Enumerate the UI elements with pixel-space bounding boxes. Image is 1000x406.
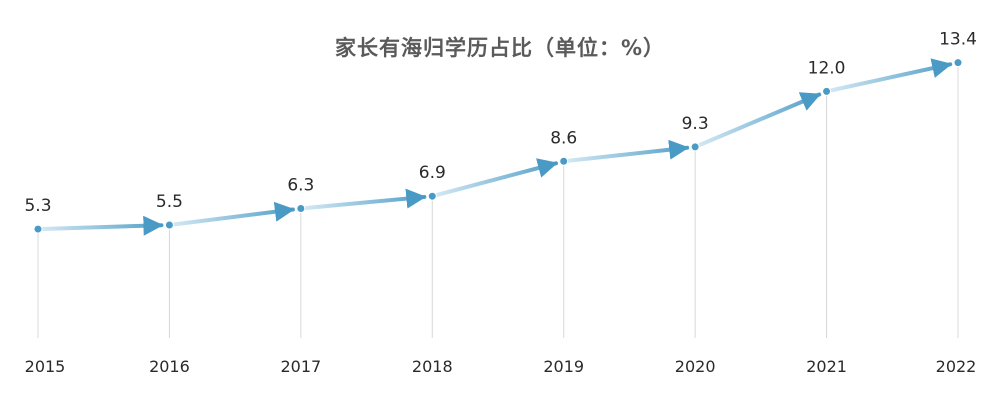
- value-label-2020: 9.3: [682, 114, 709, 134]
- value-label-2018: 6.9: [419, 163, 446, 183]
- value-label-2019: 8.6: [550, 128, 577, 148]
- value-label-2015: 5.3: [24, 196, 51, 216]
- x-tick-2020: 2020: [675, 357, 716, 376]
- data-point-2020: [690, 142, 700, 152]
- x-tick-2022: 2022: [936, 357, 977, 376]
- x-tick-2015: 2015: [25, 357, 66, 376]
- segment-2017-2018: [298, 188, 427, 211]
- segment-2015-2016: [36, 215, 164, 236]
- data-point-2015: [33, 224, 43, 234]
- value-label-2016: 5.5: [156, 192, 183, 212]
- data-point-2021: [822, 86, 832, 96]
- segment-2016-2017: [167, 201, 295, 227]
- value-label-2021: 12.0: [808, 58, 846, 78]
- segment-2020-2021: [693, 92, 822, 149]
- x-tick-2018: 2018: [412, 357, 453, 376]
- x-tick-2016: 2016: [149, 357, 190, 376]
- segment-2019-2020: [561, 139, 690, 164]
- segment-2018-2019: [430, 158, 558, 199]
- value-label-2017: 6.3: [287, 176, 314, 196]
- data-point-2022: [953, 58, 963, 68]
- segment-2021-2022: [824, 58, 953, 94]
- data-point-2018: [427, 191, 437, 201]
- x-tick-2017: 2017: [280, 357, 321, 376]
- value-label-2022: 13.4: [939, 30, 977, 50]
- data-point-2016: [164, 220, 174, 230]
- x-tick-2021: 2021: [806, 357, 847, 376]
- data-point-2017: [296, 204, 306, 214]
- x-tick-2019: 2019: [543, 357, 584, 376]
- chart-title: 家长有海归学历占比（单位：%）: [334, 36, 666, 60]
- data-point-2019: [559, 156, 569, 166]
